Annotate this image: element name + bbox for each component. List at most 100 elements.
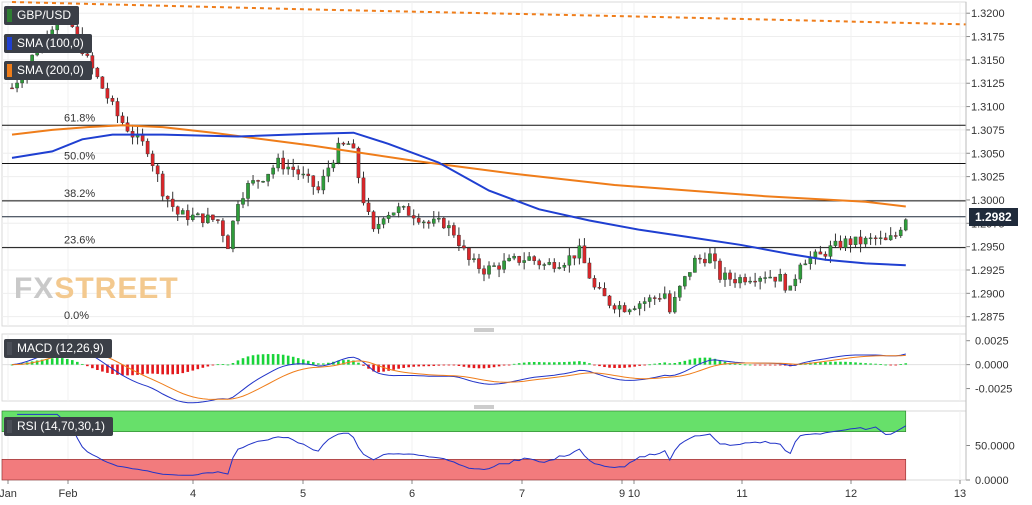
candle-body-121 xyxy=(617,305,622,310)
macd-hist-bar-141 xyxy=(718,360,722,365)
instrument-badge[interactable]: GBP/USD xyxy=(4,6,80,25)
candle-body-152 xyxy=(773,276,778,282)
candle-body-135 xyxy=(688,272,692,277)
rsi-badge[interactable]: RSI (14,70,30,1) xyxy=(4,417,114,436)
candle-body-46 xyxy=(241,198,245,205)
candle-body-54 xyxy=(281,157,285,170)
macd-hist-bar-37 xyxy=(196,364,200,370)
time-tick-3: 5 xyxy=(300,488,306,500)
macd-hist-bar-145 xyxy=(738,364,742,365)
candle-body-60 xyxy=(311,175,316,187)
candle-body-56 xyxy=(291,166,296,170)
candle-body-164 xyxy=(833,240,838,246)
macd-hist-bar-95 xyxy=(487,364,491,368)
rsi-ytick-1: 0.0000 xyxy=(975,475,1009,487)
sma100-label: SMA (100,0) xyxy=(17,36,84,50)
fxstreet-watermark: FXSTREET xyxy=(14,272,179,306)
last-price-tag: 1.2982 xyxy=(969,207,1018,226)
macd-hist-bar-38 xyxy=(201,364,205,368)
candle-body-23 xyxy=(125,122,130,132)
macd-hist-bar-26 xyxy=(141,364,144,375)
candle-body-96 xyxy=(492,265,496,267)
sma200-badge[interactable]: SMA (200,0) xyxy=(4,61,92,80)
rsi-line xyxy=(17,413,907,476)
candle-body-57 xyxy=(296,169,301,175)
candle-body-149 xyxy=(758,277,762,282)
macd-ytick-2: -0.0025 xyxy=(975,384,1012,396)
macd-hist-bar-34 xyxy=(181,364,185,374)
macd-hist-bar-150 xyxy=(763,364,767,366)
macd-hist-bar-142 xyxy=(723,361,727,365)
candle-body-167 xyxy=(848,238,853,245)
candle-body-100 xyxy=(512,256,516,259)
fib-level-label-3: 23.6% xyxy=(64,235,95,247)
candle-body-139 xyxy=(708,253,712,264)
candle-body-0 xyxy=(10,87,14,90)
candle-body-84 xyxy=(431,218,436,224)
macd-hist-bar-134 xyxy=(683,360,687,365)
time-tick-4: 6 xyxy=(409,488,415,500)
candle-body-64 xyxy=(331,162,336,169)
macd-hist-bar-59 xyxy=(306,360,310,365)
price-ytick-5: 1.3075 xyxy=(971,125,1005,137)
time-tick-6: 9 xyxy=(619,488,625,500)
candle-body-80 xyxy=(411,215,416,219)
candle-body-44 xyxy=(231,220,235,250)
candle-body-91 xyxy=(467,247,471,260)
candle-body-128 xyxy=(652,297,657,299)
macd-hist-bar-165 xyxy=(839,361,842,365)
sma100-badge[interactable]: SMA (100,0) xyxy=(4,34,92,53)
candle-body-97 xyxy=(497,265,501,270)
candle-body-99 xyxy=(507,257,511,262)
macd-hist-bar-8 xyxy=(50,358,54,365)
candle-body-74 xyxy=(381,218,386,225)
macd-hist-bar-7 xyxy=(45,358,49,365)
candle-body-93 xyxy=(477,258,481,269)
macd-hist-bar-138 xyxy=(703,357,707,365)
macd-hist-bar-57 xyxy=(296,358,300,365)
candle-body-36 xyxy=(190,214,195,220)
candle-body-86 xyxy=(442,218,446,229)
macd-hist-bar-113 xyxy=(578,361,581,365)
macd-hist-bar-66 xyxy=(342,360,345,365)
candle-body-28 xyxy=(150,153,155,166)
macd-hist-bar-90 xyxy=(462,364,466,367)
candle-body-175 xyxy=(888,235,893,241)
macd-badge[interactable]: MACD (12,26,9) xyxy=(4,339,112,358)
macd-hist-bar-56 xyxy=(291,356,295,365)
macd-hist-bar-31 xyxy=(166,364,169,375)
fib-level-label-0: 61.8% xyxy=(64,112,95,124)
macd-hist-bar-106 xyxy=(542,362,546,365)
macd-hist-bar-62 xyxy=(322,363,325,365)
candle-body-90 xyxy=(462,245,466,249)
candle-body-113 xyxy=(577,245,582,259)
macd-hist-bar-136 xyxy=(693,358,697,365)
time-tick-1: Feb xyxy=(59,488,78,500)
macd-hist-bar-108 xyxy=(552,362,556,365)
macd-hist-bar-94 xyxy=(482,364,486,369)
macd-hist-bar-83 xyxy=(427,364,431,367)
macd-hist-bar-72 xyxy=(372,364,375,372)
macd-hist-bar-36 xyxy=(191,364,195,371)
candle-body-72 xyxy=(371,211,376,230)
macd-hist-bar-99 xyxy=(507,364,511,366)
macd-hist-bar-110 xyxy=(563,362,566,365)
price-ytick-13: 1.2875 xyxy=(971,312,1005,324)
candle-body-145 xyxy=(738,277,742,284)
macd-hist-bar-23 xyxy=(126,364,129,376)
macd-hist-bar-128 xyxy=(653,363,657,365)
time-tick-0: Jan xyxy=(0,488,17,500)
candle-body-166 xyxy=(843,238,848,248)
candle-body-71 xyxy=(366,202,371,212)
candle-body-77 xyxy=(396,206,401,213)
macd-hist-bar-51 xyxy=(266,354,270,365)
macd-hist-bar-84 xyxy=(432,364,436,366)
macd-hist-bar-55 xyxy=(286,355,290,365)
macd-hist-bar-44 xyxy=(231,363,235,365)
rsi-overbought-zone xyxy=(1,410,907,433)
macd-hist-bar-139 xyxy=(708,357,712,365)
price-ytick-12: 1.2900 xyxy=(971,288,1005,300)
macd-hist-bar-144 xyxy=(733,363,737,365)
candle-body-1 xyxy=(15,82,19,89)
fib-level-label-4: 0.0% xyxy=(64,310,89,322)
